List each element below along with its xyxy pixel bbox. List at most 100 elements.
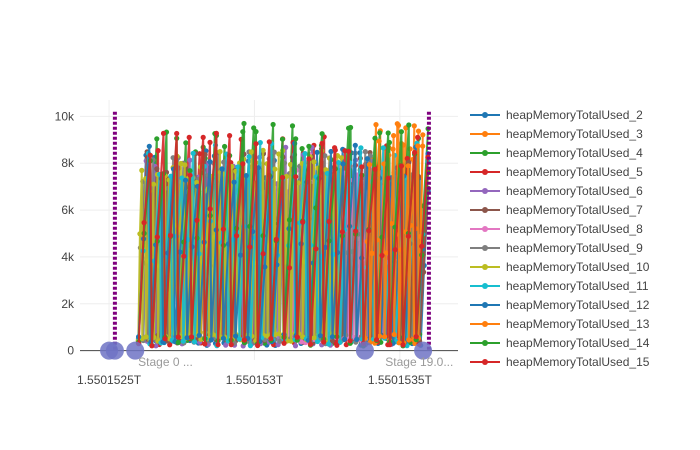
- series-point: [387, 342, 393, 348]
- legend-label: heapMemoryTotalUsed_9: [506, 241, 643, 255]
- series-point: [343, 342, 349, 348]
- y-tick-label: 10k: [55, 109, 75, 123]
- legend-item[interactable]: heapMemoryTotalUsed_14: [470, 336, 650, 350]
- legend-item[interactable]: heapMemoryTotalUsed_10: [470, 260, 650, 274]
- legend-item[interactable]: heapMemoryTotalUsed_15: [470, 355, 650, 369]
- series-point: [228, 342, 234, 348]
- series-point: [336, 160, 342, 166]
- legend-item[interactable]: heapMemoryTotalUsed_3: [470, 127, 643, 141]
- series-point: [314, 338, 321, 345]
- series-point: [366, 162, 372, 168]
- series-point: [383, 250, 390, 256]
- legend-item[interactable]: heapMemoryTotalUsed_11: [470, 279, 649, 293]
- series-point: [359, 164, 365, 170]
- series-point: [347, 338, 353, 344]
- series-point: [313, 205, 319, 211]
- series-point: [196, 332, 202, 338]
- series-point: [271, 149, 277, 155]
- baseline-marker: [105, 341, 124, 360]
- series-point: [147, 152, 153, 158]
- series-point: [188, 334, 195, 340]
- legend-label: heapMemoryTotalUsed_3: [506, 127, 643, 141]
- series-point: [183, 140, 189, 146]
- series-point: [419, 243, 425, 249]
- series-point: [288, 338, 294, 344]
- series-point: [284, 173, 290, 179]
- series-point: [342, 336, 348, 342]
- series-point: [307, 341, 314, 347]
- legend-item[interactable]: heapMemoryTotalUsed_2: [470, 108, 643, 122]
- series-point: [406, 337, 412, 343]
- series-point: [287, 161, 294, 168]
- series-point: [198, 336, 204, 342]
- series-point: [354, 336, 360, 342]
- series-point: [374, 337, 380, 343]
- series-point: [420, 132, 426, 138]
- series-point: [279, 136, 286, 142]
- series-point: [143, 334, 149, 340]
- series-point: [257, 140, 263, 146]
- series-point: [420, 143, 426, 149]
- series-point: [255, 342, 261, 349]
- series-point: [160, 130, 167, 136]
- series-point: [184, 335, 190, 341]
- series-point: [240, 129, 246, 135]
- series-point: [187, 157, 193, 163]
- legend-item[interactable]: heapMemoryTotalUsed_7: [470, 203, 643, 217]
- baseline-marker: [414, 341, 433, 360]
- series-point: [317, 333, 323, 339]
- annotation-label: Stage 0 ...: [138, 355, 193, 369]
- legend[interactable]: heapMemoryTotalUsed_2 heapMemoryTotalUsed…: [470, 108, 650, 369]
- legend-item[interactable]: heapMemoryTotalUsed_12: [470, 298, 650, 312]
- series-point: [340, 161, 346, 167]
- legend-item[interactable]: heapMemoryTotalUsed_8: [470, 222, 643, 236]
- series-point: [352, 142, 358, 148]
- series-point: [373, 122, 379, 128]
- series-point: [270, 121, 276, 128]
- legend-item[interactable]: heapMemoryTotalUsed_4: [470, 146, 643, 160]
- series-point: [194, 217, 200, 223]
- series-point: [273, 236, 279, 242]
- series-point: [227, 133, 233, 139]
- series-point: [293, 174, 299, 180]
- series-point: [380, 145, 386, 151]
- series-point: [332, 147, 338, 153]
- legend-label: heapMemoryTotalUsed_15: [506, 355, 650, 369]
- series-point: [217, 149, 223, 155]
- series-point: [400, 342, 406, 348]
- legend-label: heapMemoryTotalUsed_8: [506, 222, 643, 236]
- series-point: [313, 246, 319, 252]
- series-point: [406, 122, 412, 128]
- series-point: [208, 337, 214, 343]
- legend-item[interactable]: heapMemoryTotalUsed_13: [470, 317, 650, 331]
- legend-item[interactable]: heapMemoryTotalUsed_6: [470, 184, 643, 198]
- series-point: [221, 159, 227, 165]
- series-point: [183, 177, 189, 183]
- series-point: [223, 342, 229, 348]
- series-point: [247, 343, 253, 349]
- series-point: [187, 168, 193, 174]
- series-point: [326, 341, 332, 347]
- series-point: [369, 250, 375, 256]
- series-point: [178, 160, 184, 167]
- series-point: [306, 156, 312, 162]
- legend-item[interactable]: heapMemoryTotalUsed_5: [470, 165, 643, 179]
- y-tick-label: 6k: [61, 203, 75, 217]
- series-point: [231, 179, 237, 185]
- legend-item[interactable]: heapMemoryTotalUsed_9: [470, 241, 643, 255]
- series-point: [155, 148, 161, 154]
- series-point: [174, 130, 180, 137]
- series-point: [286, 265, 293, 271]
- series-point: [236, 336, 242, 342]
- series-point: [268, 335, 274, 342]
- series-point: [421, 269, 427, 275]
- series-point: [200, 134, 206, 140]
- legend-swatch-point: [482, 321, 488, 327]
- series-point: [346, 148, 352, 154]
- series-point: [202, 341, 208, 347]
- series-point: [187, 172, 193, 178]
- series-point: [219, 166, 225, 172]
- y-tick-label: 2k: [61, 297, 75, 311]
- series-point: [182, 162, 188, 168]
